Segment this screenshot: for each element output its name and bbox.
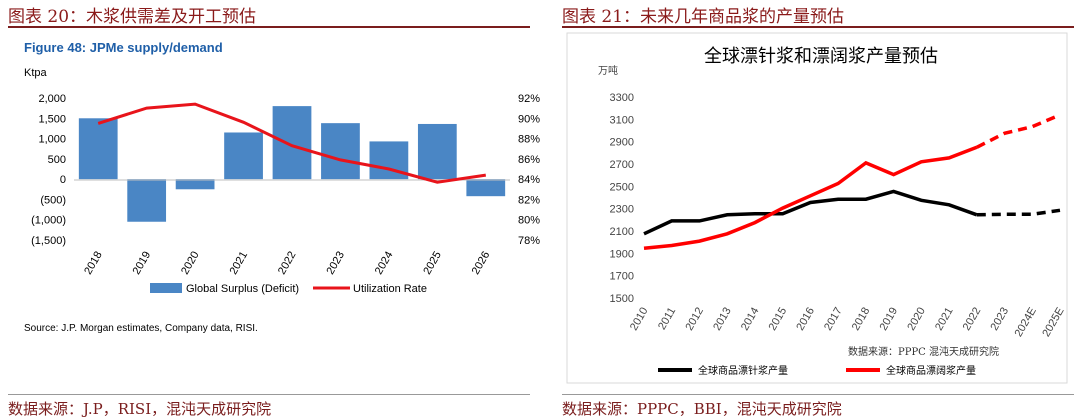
left-legend: Global Surplus (Deficit) Utilization Rat… [150, 283, 427, 295]
right-ytick-label: 2700 [610, 159, 634, 171]
legend-label-softwood: 全球商品漂针浆产量 [698, 364, 788, 377]
surplus-bar [127, 179, 167, 222]
right-ytick-label: 1700 [610, 271, 634, 283]
softwood-solid-line [643, 189, 978, 236]
right-y-axis-ticks: 3300 3100 2900 2700 2500 2300 2100 1900 1700 1500 [610, 92, 634, 305]
left-right-ytick-label: 78% [518, 235, 540, 247]
left-ytick-label: (1,000) [31, 215, 66, 227]
left-right-axis-ticks: 92% 90% 88% 86% 84% 82% 80% 78% [518, 93, 540, 247]
surplus-bar [321, 123, 360, 180]
right-ylabel: 万吨 [598, 64, 618, 77]
legend-label-utilization: Utilization Rate [353, 283, 427, 295]
left-ytick-label: (1,500) [31, 235, 66, 247]
surplus-bar [272, 106, 312, 180]
legend-label-surplus: Global Surplus (Deficit) [186, 283, 299, 295]
right-ytick-label: 1900 [610, 248, 634, 260]
hardwood-solid-line [643, 145, 978, 251]
left-ytick-label: (500) [40, 194, 66, 206]
left-ytick-label: 1,500 [38, 113, 66, 125]
right-ytick-label: 2500 [610, 181, 634, 193]
right-bottom-rule [562, 394, 1074, 395]
left-xtick-label: 2019 [131, 250, 154, 277]
left-xtick-label: 2020 [179, 250, 202, 277]
left-right-ytick-label: 90% [518, 113, 540, 125]
left-y-axis-ticks: 2,000 1,500 1,000 500 0 (500) (1,000) (1,500) [31, 93, 66, 247]
left-source-footer: 数据来源：J.P，RISI，混沌天成研究院 [8, 400, 272, 418]
right-ytick-label: 2100 [610, 226, 634, 238]
surplus-bar [78, 118, 118, 180]
surplus-bar [175, 179, 215, 190]
left-ytick-label: 2,000 [38, 93, 66, 105]
left-right-ytick-label: 86% [518, 154, 540, 166]
left-x-axis-ticks: 2018 2019 2020 2021 2022 2023 2024 2025 2026 [82, 250, 492, 277]
left-ytick-label: 1,000 [38, 134, 66, 146]
left-ytick-label: 500 [48, 154, 66, 166]
left-ytick-label: 0 [60, 174, 66, 186]
left-xtick-label: 2018 [82, 250, 105, 277]
surplus-bar [417, 123, 457, 180]
left-xtick-label: 2025 [421, 250, 444, 277]
right-ytick-label: 2300 [610, 204, 634, 216]
left-right-ytick-label: 88% [518, 134, 540, 146]
right-source-footer: 数据来源：PPPC，BBI，混沌天成研究院 [562, 400, 842, 418]
right-caption-rule [562, 26, 1074, 28]
surplus-bar [466, 179, 506, 197]
right-legend: 全球商品漂针浆产量 全球商品漂阔浆产量 [658, 364, 976, 377]
hardwood-estimate-line [976, 113, 1061, 149]
left-right-ytick-label: 80% [518, 215, 540, 227]
left-chart: Figure 48: JPMe supply/demand Ktpa 2,000… [24, 40, 540, 334]
left-bars [78, 106, 506, 222]
left-right-ytick-label: 84% [518, 174, 540, 186]
surplus-bar [224, 132, 263, 180]
right-figure-caption: 图表 21：未来几年商品浆的产量预估 [562, 7, 845, 27]
left-figure-caption: 图表 20：木浆供需差及开工预估 [8, 7, 257, 27]
right-chart: 全球漂针浆和漂阔浆产量预估 万吨 3300 3100 2900 2700 2500 230… [566, 32, 1068, 384]
right-chart-frame [566, 32, 1068, 384]
left-chart-note: Source: J.P. Morgan estimates, Company d… [24, 323, 258, 334]
legend-swatch-surplus [150, 283, 182, 293]
left-xtick-label: 2026 [470, 250, 493, 277]
legend-label-hardwood: 全球商品漂阔浆产量 [886, 364, 976, 377]
left-xtick-label: 2022 [276, 250, 299, 277]
right-ytick-label: 3300 [610, 92, 634, 104]
left-caption-rule [8, 26, 530, 28]
right-ytick-label: 1500 [610, 293, 634, 305]
utilization-line [97, 102, 487, 184]
left-chart-title: Figure 48: JPMe supply/demand [24, 40, 223, 55]
right-ytick-label: 2900 [610, 137, 634, 149]
left-right-ytick-label: 82% [518, 194, 540, 206]
left-xtick-label: 2021 [228, 250, 251, 277]
left-xtick-label: 2023 [324, 250, 347, 277]
right-chart-note: 数据来源：PPPC 混沌天成研究院 [848, 345, 999, 358]
left-bottom-rule [8, 394, 530, 395]
right-chart-title: 全球漂针浆和漂阔浆产量预估 [704, 46, 938, 67]
left-ylabel: Ktpa [24, 67, 48, 79]
left-right-ytick-label: 92% [518, 93, 540, 105]
right-ytick-label: 3100 [610, 114, 634, 126]
left-xtick-label: 2024 [373, 250, 396, 277]
